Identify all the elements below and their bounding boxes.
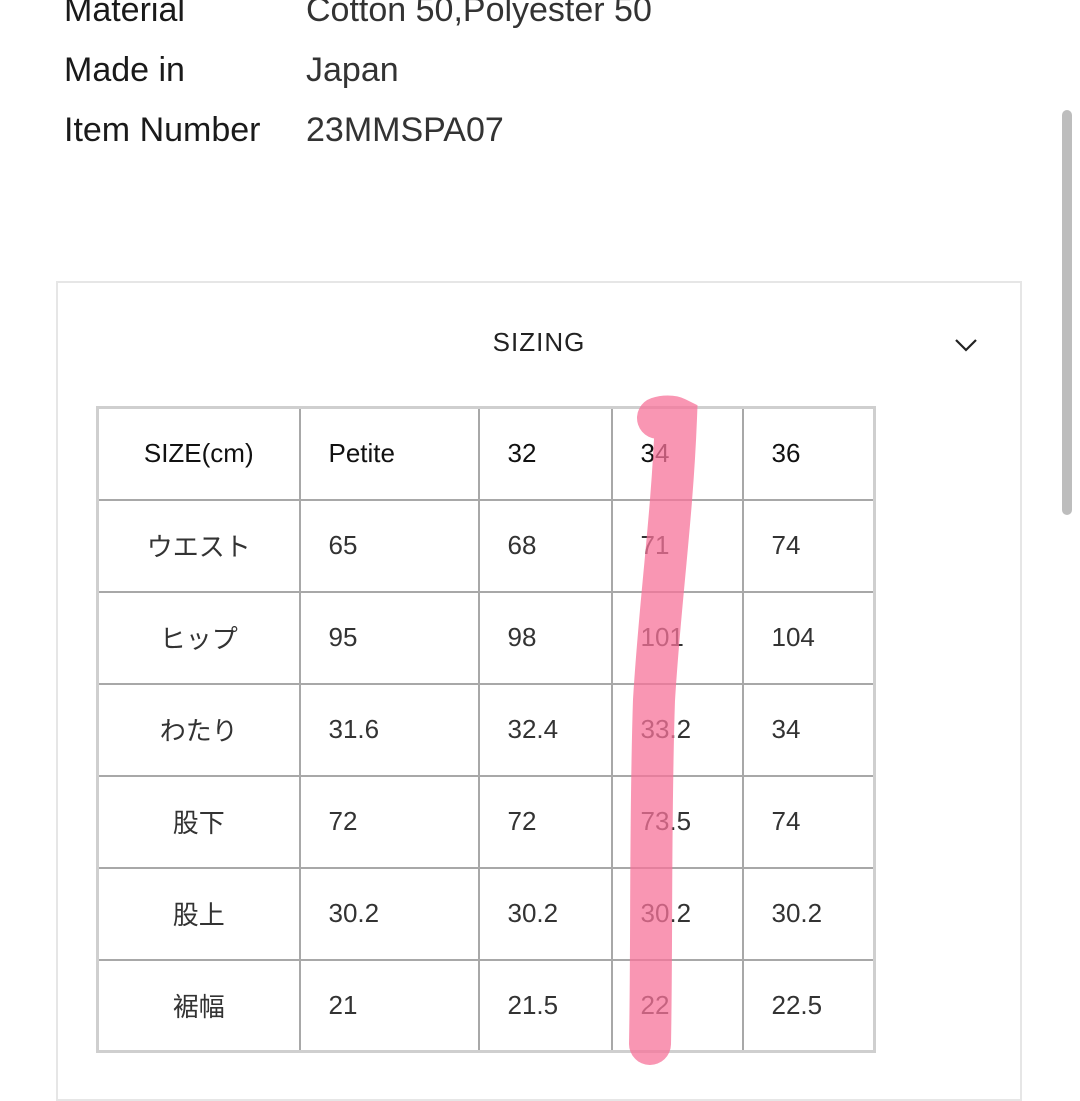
- table-cell: 30.2: [610, 866, 744, 961]
- table-cell: 30.2: [477, 866, 613, 961]
- row-label-cell: SIZE(cm): [96, 406, 301, 501]
- table-row: わたり 31.6 32.4 33.2 34: [96, 682, 876, 777]
- spec-label: Material: [64, 0, 185, 29]
- table-cell: 74: [741, 774, 876, 869]
- table-cell: 22.5: [741, 958, 876, 1053]
- table-row: 股下 72 72 73.5 74: [96, 774, 876, 869]
- table-cell: 21: [298, 958, 480, 1053]
- spec-value: Japan: [306, 51, 399, 89]
- table-cell: 72: [298, 774, 480, 869]
- row-label-cell: ヒップ: [96, 590, 301, 685]
- table-cell: 30.2: [741, 866, 876, 961]
- table-cell: 33.2: [610, 682, 744, 777]
- table-cell: 36: [741, 406, 876, 501]
- row-label-cell: わたり: [96, 682, 301, 777]
- size-table: SIZE(cm) Petite 32 34 36 ウエスト 65 68 71 74 ヒップ 95 98 1…: [96, 406, 876, 1053]
- table-cell: 98: [477, 590, 613, 685]
- table-cell: 22: [610, 958, 744, 1053]
- table-cell: 32: [477, 406, 613, 501]
- spec-material: Material Cotton 50,Polyester 50: [64, 0, 652, 30]
- table-header-row: SIZE(cm) Petite 32 34 36: [96, 406, 876, 501]
- table-cell: 30.2: [298, 866, 480, 961]
- spec-item-number: Item Number 23MMSPA07: [64, 110, 504, 150]
- spec-label: Item Number: [64, 111, 261, 149]
- row-label-cell: 裾幅: [96, 958, 301, 1053]
- table-row: 裾幅 21 21.5 22 22.5: [96, 958, 876, 1053]
- table-cell: 32.4: [477, 682, 613, 777]
- table-cell: Petite: [298, 406, 480, 501]
- table-cell: 34: [610, 406, 744, 501]
- table-cell: 101: [610, 590, 744, 685]
- sizing-title[interactable]: SIZING: [492, 327, 586, 357]
- spec-made-in: Made in Japan: [64, 50, 399, 90]
- table-cell: 72: [477, 774, 613, 869]
- row-label-cell: 股下: [96, 774, 301, 869]
- table-cell: 68: [477, 498, 613, 593]
- row-label-cell: ウエスト: [96, 498, 301, 593]
- table-cell: 71: [610, 498, 744, 593]
- table-cell: 65: [298, 498, 480, 593]
- table-cell: 31.6: [298, 682, 480, 777]
- spec-label: Made in: [64, 51, 185, 89]
- sizing-accordion: SIZING SIZE(cm) Petite 32 34 36 ウエスト 65 68 71 74 ヒ…: [56, 281, 1022, 1101]
- table-row: ヒップ 95 98 101 104: [96, 590, 876, 685]
- table-cell: 21.5: [477, 958, 613, 1053]
- row-label-cell: 股上: [96, 866, 301, 961]
- table-cell: 73.5: [610, 774, 744, 869]
- scrollbar-thumb[interactable]: [1062, 110, 1072, 515]
- spec-value: Cotton 50,Polyester 50: [306, 0, 652, 29]
- chevron-down-icon[interactable]: [954, 333, 978, 357]
- table-cell: 74: [741, 498, 876, 593]
- table-row: 股上 30.2 30.2 30.2 30.2: [96, 866, 876, 961]
- table-row: ウエスト 65 68 71 74: [96, 498, 876, 593]
- table-cell: 95: [298, 590, 480, 685]
- table-cell: 34: [741, 682, 876, 777]
- spec-value: 23MMSPA07: [306, 111, 504, 149]
- table-cell: 104: [741, 590, 876, 685]
